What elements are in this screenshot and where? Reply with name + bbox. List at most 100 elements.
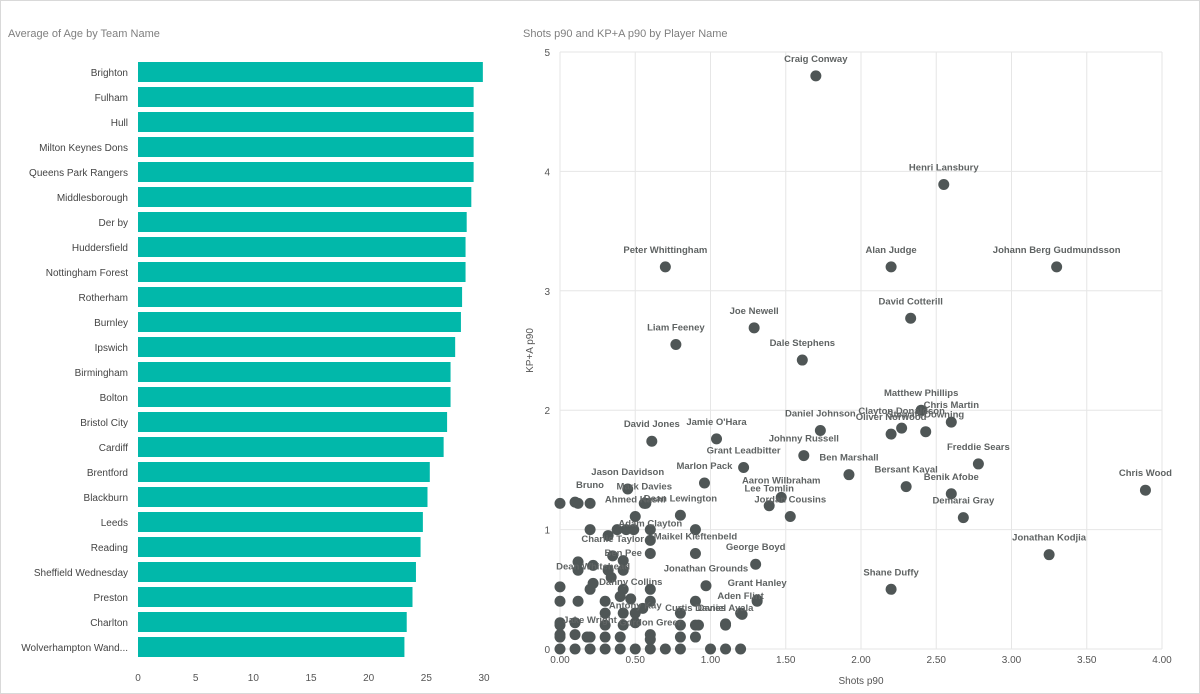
scatter-point xyxy=(751,594,763,606)
x-tick-label: 4.00 xyxy=(1152,655,1172,666)
point-label: Stewart Downing xyxy=(887,410,964,421)
point-label: Jonathan Kodjia xyxy=(1012,533,1087,544)
point-label: Clayton Donaldson xyxy=(858,406,945,417)
scatter-point xyxy=(674,509,686,521)
bar xyxy=(138,337,456,357)
bar-category-label: Milton Keynes Dons xyxy=(39,143,128,154)
scatter-point xyxy=(748,322,760,334)
bar-category-label: Rotherham xyxy=(79,293,128,304)
scatter-point xyxy=(644,595,656,607)
scatter-point xyxy=(644,534,656,546)
scatter-point xyxy=(689,631,701,643)
scatter-point xyxy=(945,488,957,500)
bar-category-label: Huddersfield xyxy=(72,243,128,254)
point-label: Jamie O'Hara xyxy=(686,417,747,428)
scatter-point xyxy=(569,643,581,655)
bar-category-label: Fulham xyxy=(95,93,128,104)
scatter-point xyxy=(705,643,716,655)
scatter-point xyxy=(810,70,822,82)
scatter-point xyxy=(569,617,581,629)
bar-category-label: Brighton xyxy=(91,68,128,79)
y-axis-title: KP+A p90 xyxy=(525,328,536,373)
bar-category-label: Middlesborough xyxy=(57,193,128,204)
scatter-chart: 0.00 0.50 1.00 1.50 2.00 2.50 3.00 3.50 4.00 0 1 2 3… xyxy=(525,48,1172,687)
point-label: David Jones xyxy=(624,419,680,430)
scatter-point xyxy=(554,643,566,655)
scatter-point xyxy=(587,577,599,589)
scatter-point xyxy=(905,312,917,324)
scatter-point xyxy=(689,619,701,631)
scatter-point xyxy=(720,619,732,631)
point-label: Demarai Gray xyxy=(932,496,995,507)
point-label: Mark Davies xyxy=(617,481,672,492)
scatter-point xyxy=(611,524,623,536)
point-label: Danny Collins xyxy=(599,577,662,588)
point-label: George Boyd xyxy=(726,542,786,553)
scatter-point xyxy=(700,580,712,592)
bar-category-label: Ipswich xyxy=(95,343,128,354)
point-label: David Cotterill xyxy=(878,296,942,307)
scatter-point xyxy=(614,590,626,602)
point-label: Alan Judge xyxy=(865,245,916,256)
scatter-point xyxy=(617,619,629,631)
scatter-point xyxy=(646,435,658,447)
point-label: Aaron Wilbraham xyxy=(742,475,821,486)
bar xyxy=(138,512,423,532)
point-label: Jonathan Grounds xyxy=(664,564,748,575)
bar-category-label: Sheffield Wednesday xyxy=(34,568,128,579)
scatter-point xyxy=(569,496,581,508)
point-label: Jake Wright xyxy=(563,615,618,626)
scatter-point xyxy=(711,433,723,445)
point-label: Dean Lewington xyxy=(644,493,718,504)
scatter-point xyxy=(896,422,908,434)
bar xyxy=(138,412,448,432)
scatter-point xyxy=(644,643,656,655)
scatter-point xyxy=(763,500,775,512)
x-tick-label: 2.00 xyxy=(851,655,871,666)
point-label: Johann Berg Gudmundsson xyxy=(993,245,1121,256)
point-label: Curtis Davies xyxy=(665,603,726,614)
scatter-point xyxy=(1139,484,1151,496)
bar-category-label: Wolverhampton Wand... xyxy=(21,643,128,654)
scatter-point xyxy=(638,497,650,509)
scatter-point xyxy=(614,643,626,655)
scatter-point xyxy=(670,339,682,351)
scatter-point xyxy=(750,558,762,570)
x-tick-label: 0.50 xyxy=(626,655,646,666)
scatter-point xyxy=(599,643,611,655)
scatter-point xyxy=(584,643,596,655)
scatter-point xyxy=(689,524,701,536)
scatter-point xyxy=(885,261,897,273)
point-label: Chris Wood xyxy=(1119,468,1172,479)
scatter-point xyxy=(572,564,584,576)
bar xyxy=(138,212,467,232)
bar-category-label: Der by xyxy=(99,218,128,229)
scatter-point xyxy=(920,426,932,438)
bar xyxy=(138,537,421,557)
bar xyxy=(138,362,451,382)
point-label: Grant Leadbitter xyxy=(707,446,781,457)
scatter-point xyxy=(674,619,686,631)
scatter-point xyxy=(554,497,566,509)
scatter-point xyxy=(581,631,593,643)
scatter-point xyxy=(629,510,641,522)
scatter-point xyxy=(945,416,957,428)
scatter-point xyxy=(957,512,969,524)
point-label: Ben Marshall xyxy=(819,453,878,464)
point-label: Marlon Pack xyxy=(676,461,733,472)
point-label: Benik Afobe xyxy=(924,472,979,483)
bar-chart: Brighton Fulham Hull Milton Keynes Dons Quee… xyxy=(21,62,490,684)
bar xyxy=(138,562,416,582)
y-tick-label: 1 xyxy=(544,526,550,537)
bar xyxy=(138,637,405,657)
bar xyxy=(138,437,444,457)
bar xyxy=(138,387,451,407)
point-label: Liam Feeney xyxy=(647,323,705,334)
point-label: Shane Duffy xyxy=(863,567,919,578)
x-tick-label: 1.00 xyxy=(701,655,721,666)
scatter-chart-title: Shots p90 and KP+A p90 by Player Name xyxy=(523,28,728,40)
scatter-point xyxy=(915,404,927,416)
point-label: Dale Stephens xyxy=(770,338,835,349)
scatter-point xyxy=(602,530,614,542)
